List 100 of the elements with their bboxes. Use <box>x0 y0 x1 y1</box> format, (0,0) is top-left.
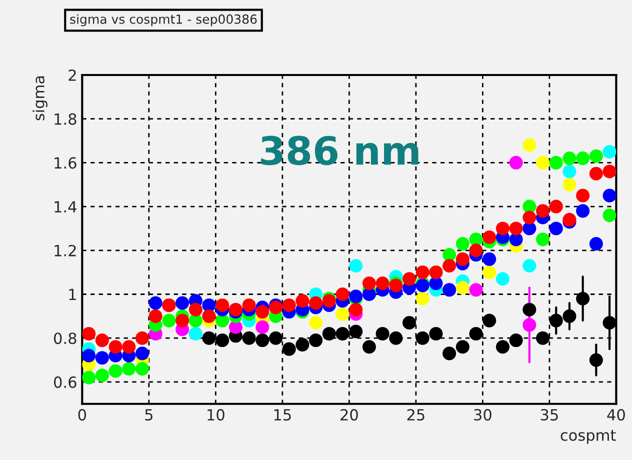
y-tick-label: 0.8 <box>54 332 76 344</box>
point <box>282 298 296 312</box>
point <box>402 272 416 286</box>
point <box>416 266 430 280</box>
point <box>256 320 270 334</box>
point <box>522 258 536 273</box>
point <box>562 309 576 323</box>
point <box>482 230 496 244</box>
point <box>162 314 176 328</box>
y-tick-label: 0.6 <box>54 376 76 388</box>
point <box>95 351 109 365</box>
point <box>589 237 603 251</box>
point <box>509 334 523 348</box>
point <box>216 334 230 348</box>
y-axis-title: sigma <box>32 76 48 120</box>
point <box>442 346 456 360</box>
y-tick-label: 1.2 <box>54 244 76 256</box>
point <box>456 237 470 251</box>
point <box>482 266 496 280</box>
x-tick-label: 15 <box>274 409 291 421</box>
point <box>309 334 323 348</box>
point <box>576 152 590 166</box>
point <box>496 222 510 236</box>
point <box>95 368 109 382</box>
point <box>256 305 270 319</box>
point <box>589 166 603 180</box>
point <box>376 326 390 340</box>
point <box>536 232 550 246</box>
annotation: 386 nm <box>260 136 418 166</box>
x-axis-title: cospmt <box>560 430 616 444</box>
point <box>242 331 256 345</box>
point <box>536 331 550 345</box>
point <box>362 340 376 354</box>
point <box>562 152 576 166</box>
point <box>496 272 510 286</box>
x-tick-label: 35 <box>540 409 558 421</box>
point <box>562 164 576 178</box>
point <box>202 331 216 345</box>
point <box>268 300 283 314</box>
point <box>376 276 390 290</box>
point <box>309 296 323 310</box>
point <box>602 316 616 330</box>
point <box>509 222 523 236</box>
point <box>122 362 136 376</box>
point <box>482 252 496 266</box>
point <box>416 292 430 306</box>
x-tick-label: 40 <box>607 409 625 421</box>
x-tick-label: 30 <box>474 409 492 421</box>
point <box>549 222 563 236</box>
point <box>176 314 190 328</box>
y-tick-label: 1.8 <box>54 113 76 125</box>
point <box>549 314 563 328</box>
x-tick-label: 5 <box>145 409 152 421</box>
point <box>522 210 536 224</box>
point <box>602 164 616 178</box>
point <box>228 302 242 316</box>
point <box>496 340 510 354</box>
point <box>576 292 590 306</box>
x-tick-label: 20 <box>340 409 358 421</box>
point <box>135 346 150 360</box>
point <box>602 144 616 158</box>
point <box>296 338 310 352</box>
point <box>349 258 363 273</box>
point <box>336 307 350 321</box>
point <box>536 204 550 218</box>
point <box>522 302 536 316</box>
point <box>322 326 336 340</box>
x-tick-label: 10 <box>208 409 224 421</box>
point <box>82 370 96 384</box>
point <box>322 294 336 308</box>
point <box>148 296 162 310</box>
point <box>576 188 590 202</box>
x-tick-label: 25 <box>407 409 424 421</box>
point <box>82 326 96 340</box>
point <box>562 178 576 192</box>
point <box>442 258 456 273</box>
point <box>108 340 122 354</box>
point <box>122 340 136 354</box>
point <box>268 331 283 345</box>
point <box>429 326 443 340</box>
point <box>176 296 190 310</box>
point <box>589 149 603 163</box>
point <box>522 318 536 332</box>
point <box>602 188 616 202</box>
y-tick-label: 2 <box>68 69 76 81</box>
point <box>469 283 483 297</box>
point <box>469 326 483 340</box>
point <box>576 204 590 218</box>
point <box>522 138 536 152</box>
point <box>602 208 616 222</box>
point <box>256 334 270 348</box>
point <box>456 280 470 294</box>
point <box>389 331 403 345</box>
point <box>509 156 523 170</box>
point <box>188 326 202 340</box>
point <box>549 200 563 214</box>
point <box>336 326 350 340</box>
point <box>296 294 310 308</box>
point <box>402 316 416 330</box>
point <box>108 364 122 378</box>
